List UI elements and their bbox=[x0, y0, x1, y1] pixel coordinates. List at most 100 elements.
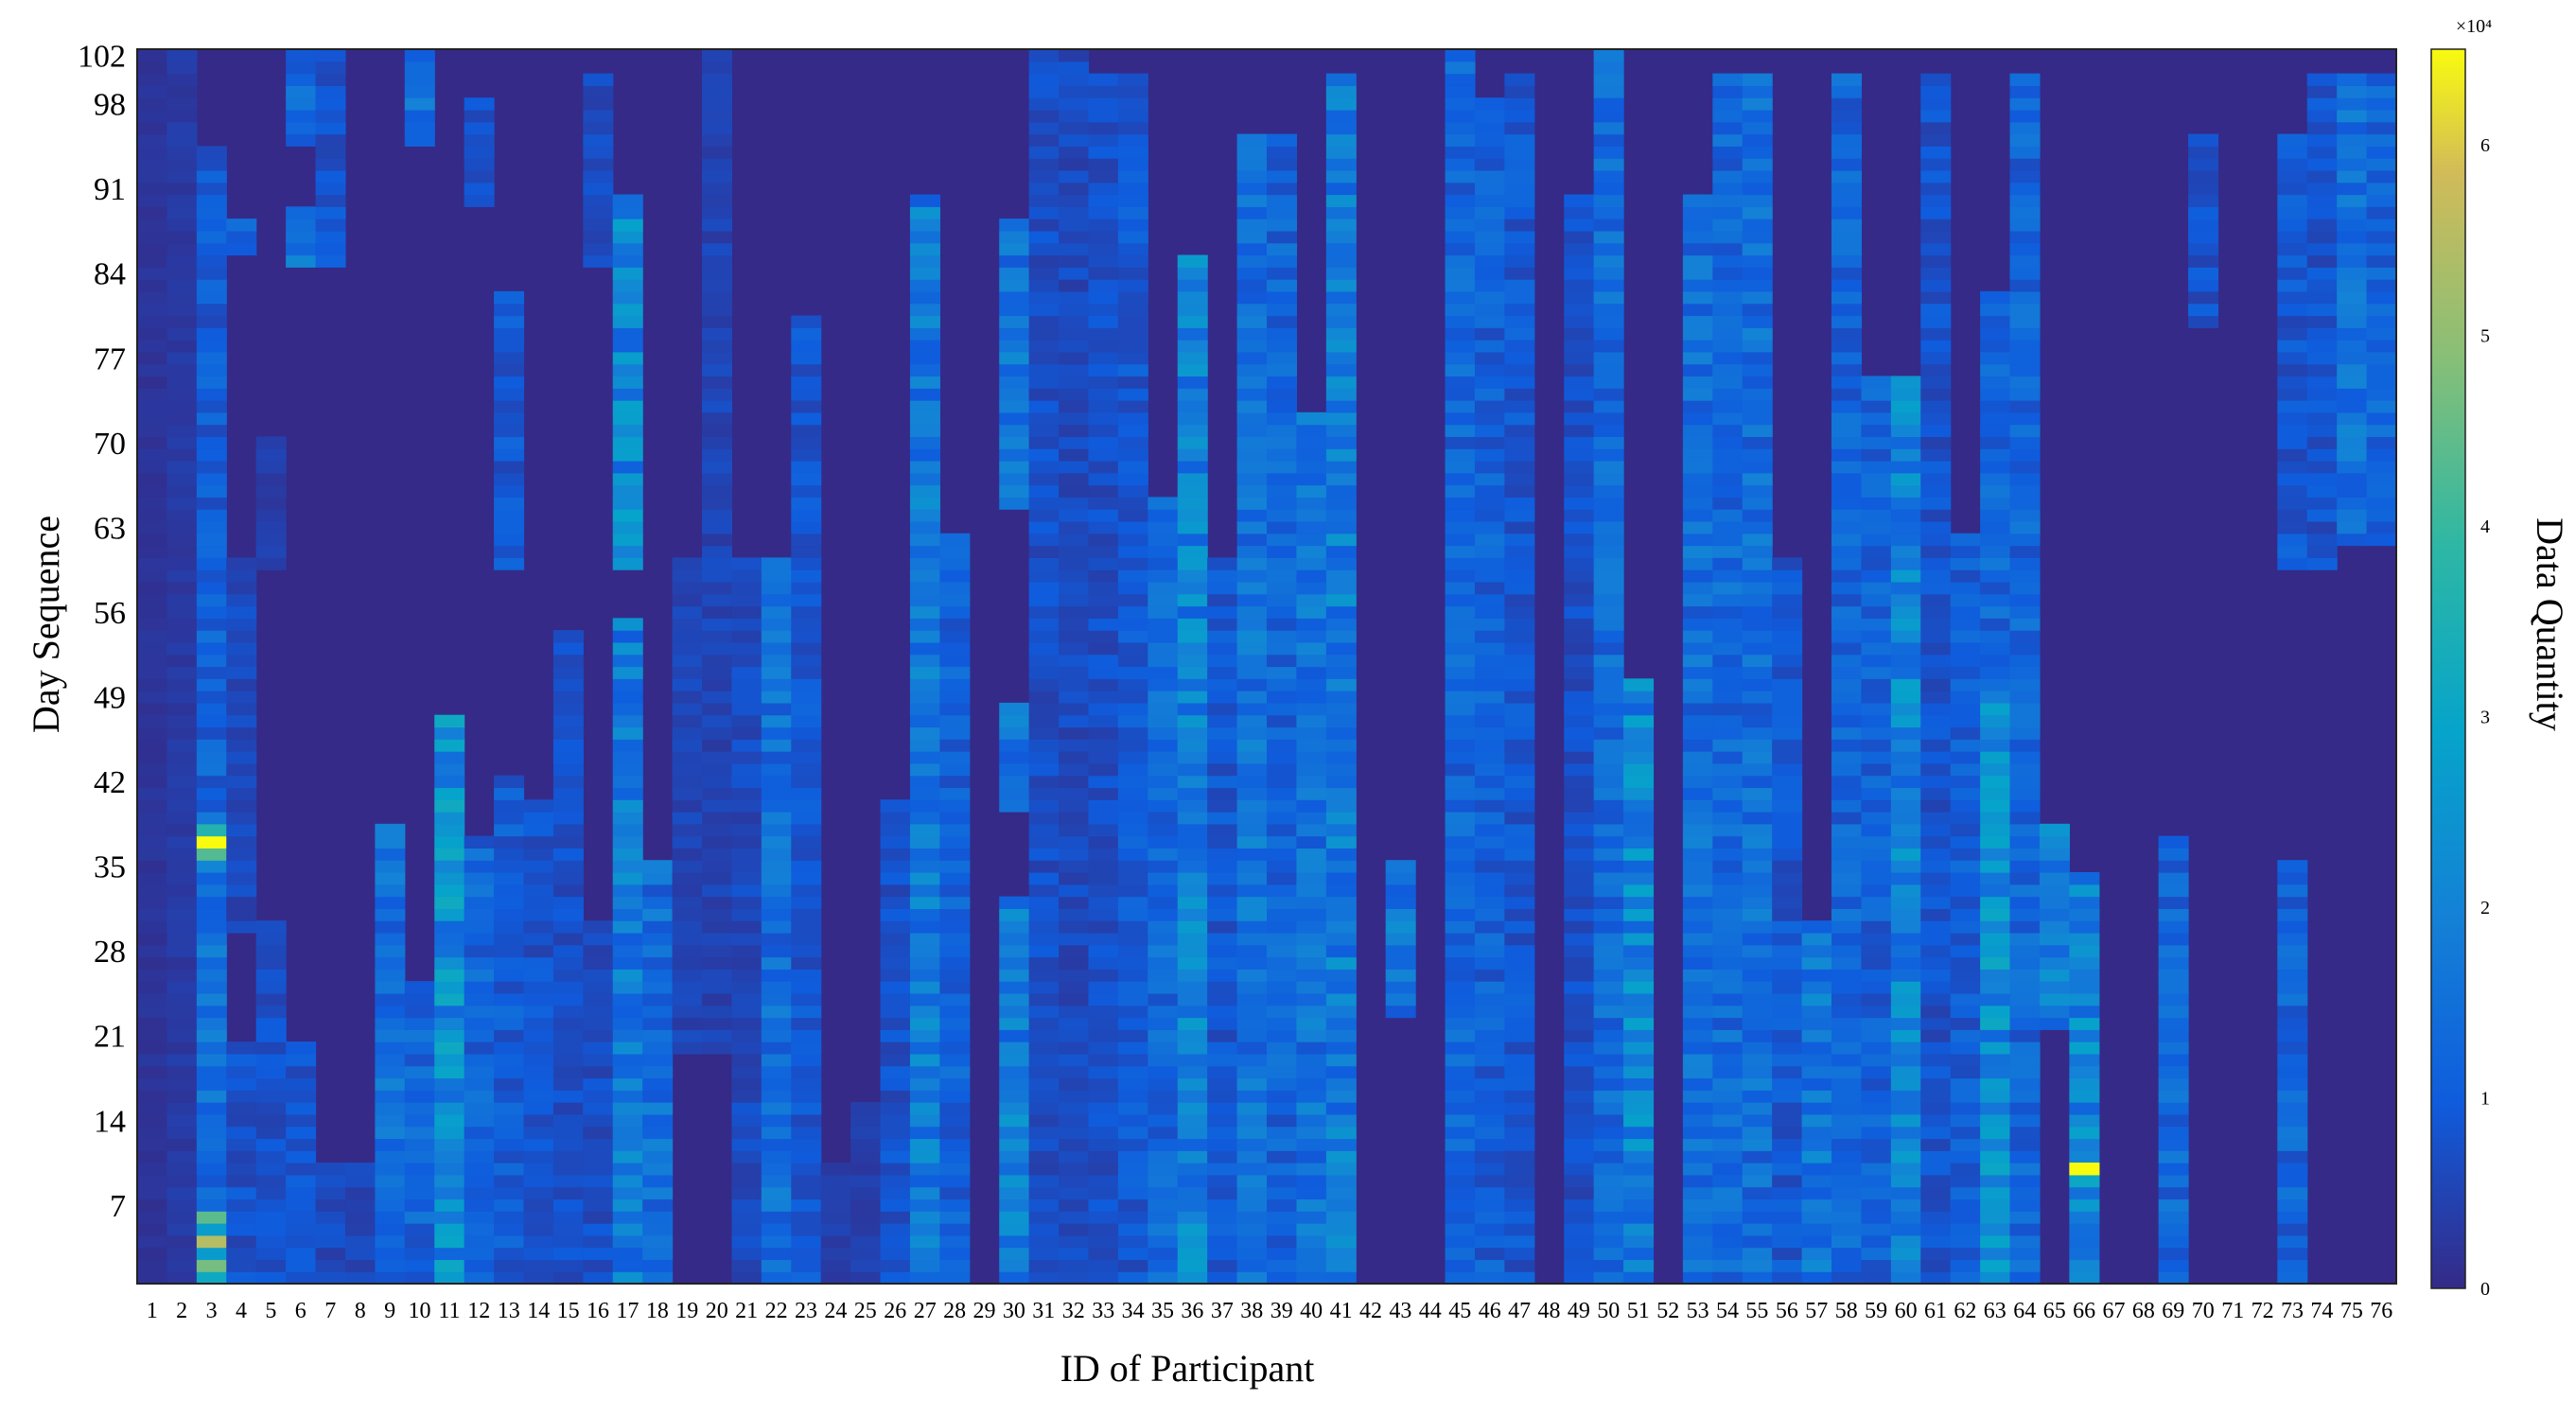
heatmap-cell bbox=[1325, 654, 1357, 668]
heatmap-cell bbox=[2366, 400, 2397, 413]
heatmap-cell bbox=[1861, 472, 1892, 486]
heatmap-cell bbox=[1325, 1174, 1357, 1188]
heatmap-cell bbox=[166, 327, 198, 341]
heatmap-cell bbox=[1504, 860, 1535, 873]
heatmap-cell bbox=[1148, 1186, 1179, 1200]
heatmap-cell bbox=[1682, 1247, 1713, 1261]
heatmap-cell bbox=[791, 1271, 822, 1285]
heatmap-cell bbox=[226, 1186, 257, 1200]
heatmap-cell bbox=[1742, 641, 1773, 656]
heatmap-cell bbox=[2009, 411, 2041, 426]
heatmap-cell bbox=[1712, 799, 1744, 813]
heatmap-cell bbox=[1325, 520, 1357, 534]
heatmap-cell bbox=[1593, 1271, 1624, 1285]
heatmap-cell bbox=[1445, 605, 1476, 619]
heatmap-cell bbox=[494, 1053, 525, 1067]
heatmap-cell bbox=[1772, 1259, 1803, 1272]
heatmap-cell bbox=[1564, 641, 1595, 656]
heatmap-cell bbox=[1712, 121, 1744, 135]
heatmap-cell bbox=[999, 254, 1030, 268]
heatmap-cell bbox=[761, 714, 792, 728]
heatmap-cell bbox=[1059, 533, 1090, 547]
heatmap-cell bbox=[137, 146, 168, 159]
heatmap-cell bbox=[1623, 1150, 1655, 1163]
heatmap-cell bbox=[2009, 484, 2041, 498]
heatmap-cell bbox=[286, 85, 317, 98]
heatmap-cell bbox=[1236, 509, 1268, 522]
heatmap-cell bbox=[1236, 267, 1268, 280]
heatmap-cell bbox=[1088, 1041, 1119, 1055]
heatmap-cell bbox=[702, 678, 733, 691]
heatmap-cell bbox=[939, 557, 971, 570]
heatmap-cell bbox=[1831, 484, 1863, 498]
heatmap-cell bbox=[2277, 206, 2308, 219]
heatmap-cell bbox=[315, 1271, 346, 1285]
heatmap-cell bbox=[1148, 751, 1179, 764]
heatmap-cell bbox=[1564, 1223, 1595, 1236]
heatmap-cell bbox=[1474, 461, 1505, 474]
heatmap-cell bbox=[1920, 327, 1952, 341]
heatmap-cell bbox=[1445, 376, 1476, 389]
heatmap-cell bbox=[2009, 424, 2041, 438]
heatmap-cell bbox=[226, 1234, 257, 1249]
heatmap-cell bbox=[1831, 641, 1863, 656]
heatmap-cell bbox=[2009, 497, 2041, 510]
heatmap-cell bbox=[850, 1234, 882, 1249]
heatmap-cell bbox=[583, 920, 614, 934]
heatmap-cell bbox=[1593, 618, 1624, 631]
heatmap-cell bbox=[1564, 1090, 1595, 1103]
heatmap-cell bbox=[1296, 1077, 1327, 1091]
heatmap-cell bbox=[612, 1271, 643, 1285]
heatmap-cell bbox=[1445, 739, 1476, 752]
heatmap-cell bbox=[791, 351, 822, 365]
heatmap-cell bbox=[226, 848, 257, 861]
heatmap-cell bbox=[1950, 605, 1981, 619]
heatmap-cell bbox=[1980, 618, 2011, 631]
heatmap-cell bbox=[196, 388, 227, 401]
heatmap-cell bbox=[1623, 1113, 1655, 1128]
heatmap-cell bbox=[2277, 279, 2308, 292]
heatmap-cell bbox=[1861, 714, 1892, 728]
heatmap-cell bbox=[1623, 1174, 1655, 1188]
x-tick-label: 25 bbox=[854, 1299, 877, 1323]
heatmap-cell bbox=[1920, 169, 1952, 184]
heatmap-cell bbox=[1177, 1247, 1208, 1261]
heatmap-cell bbox=[1117, 641, 1148, 656]
heatmap-cell bbox=[196, 376, 227, 389]
heatmap-cell bbox=[166, 823, 198, 837]
heatmap-cell bbox=[1593, 327, 1624, 341]
heatmap-cell bbox=[672, 641, 703, 656]
heatmap-cell bbox=[939, 992, 971, 1006]
heatmap-cell bbox=[1177, 533, 1208, 547]
heatmap-cell bbox=[2337, 363, 2368, 377]
heatmap-cell bbox=[1267, 1041, 1298, 1055]
heatmap-cell bbox=[166, 182, 198, 196]
heatmap-cell bbox=[1177, 1150, 1208, 1163]
heatmap-cell bbox=[909, 340, 940, 353]
heatmap-cell bbox=[880, 944, 911, 958]
heatmap-cell bbox=[1207, 1186, 1238, 1200]
heatmap-cell bbox=[255, 1198, 287, 1212]
heatmap-cell bbox=[2009, 303, 2041, 317]
heatmap-cell bbox=[1920, 1017, 1952, 1030]
heatmap-cell bbox=[1831, 860, 1863, 873]
heatmap-cell bbox=[1474, 376, 1505, 389]
heatmap-cell bbox=[1564, 762, 1595, 777]
heatmap-cell bbox=[1028, 1090, 1060, 1103]
heatmap-cell bbox=[1920, 533, 1952, 547]
heatmap-cell bbox=[761, 1163, 792, 1176]
heatmap-cell bbox=[1742, 1065, 1773, 1079]
heatmap-cell bbox=[1088, 267, 1119, 280]
heatmap-cell bbox=[1742, 533, 1773, 547]
heatmap-cell bbox=[1445, 219, 1476, 232]
heatmap-cell bbox=[196, 484, 227, 498]
heatmap-cell bbox=[1504, 605, 1535, 619]
heatmap-cell bbox=[1861, 509, 1892, 522]
heatmap-cell bbox=[1920, 411, 1952, 426]
heatmap-cell bbox=[909, 545, 940, 558]
heatmap-cell bbox=[761, 1186, 792, 1200]
heatmap-cell bbox=[1236, 133, 1268, 147]
heatmap-cell bbox=[166, 557, 198, 570]
heatmap-cell bbox=[226, 242, 257, 256]
heatmap-cell bbox=[909, 762, 940, 777]
